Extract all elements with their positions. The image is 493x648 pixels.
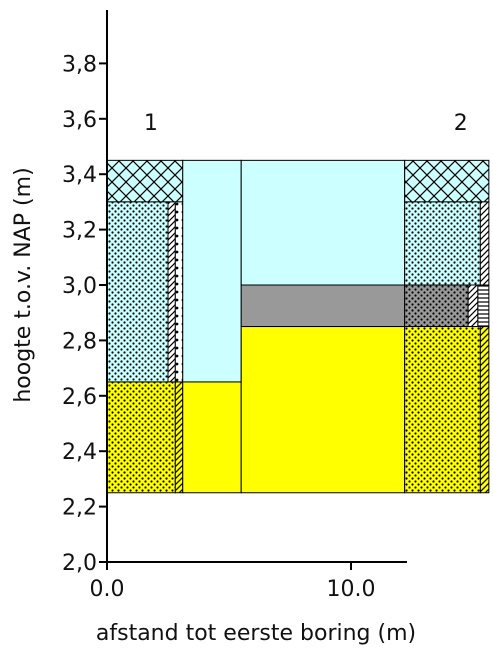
ticks: 2,0 2,2 2,4 2,6 2,8 3,0 3,2 3,4 3,6 3,8 0.0 10.0 [62, 52, 375, 602]
y-tick-label: 3,6 [62, 108, 97, 133]
boring-2-layer-crosshatch [404, 159, 490, 203]
y-axis-title: hoogte t.o.v. NAP (m) [11, 167, 36, 402]
y-tick-label: 3,0 [62, 274, 97, 299]
boring-2-label: 2 [454, 111, 468, 136]
unit-grey-middle [240, 284, 406, 328]
unit-cyan-left-top [182, 159, 242, 383]
geological-units [182, 159, 406, 494]
boring-2-layer-dots [404, 284, 469, 328]
y-tick-label: 2,2 [62, 496, 97, 521]
boring-2-layer-diagonal [479, 201, 490, 286]
y-tick-label: 2,8 [62, 329, 97, 354]
y-tick-label: 3,2 [62, 219, 97, 244]
boring-1-layer-diagonal [167, 201, 176, 383]
unit-yellow-middle [240, 326, 406, 494]
y-tick-label: 3,8 [62, 52, 97, 77]
y-tick-label: 2,4 [62, 440, 97, 465]
unit-yellow-left [182, 381, 242, 494]
y-tick-label: 3,4 [62, 163, 97, 188]
boring-1-layer-crosshatch [106, 159, 184, 203]
boring-2-layer-dots [404, 201, 481, 286]
boring-columns [106, 159, 490, 494]
x-tick-label: 10.0 [327, 577, 376, 602]
x-axis-title: afstand tot eerste boring (m) [96, 621, 416, 646]
unit-cyan-middle-top [240, 159, 406, 286]
boring-1-layer-dots [106, 201, 169, 383]
y-tick-label: 2,6 [62, 385, 97, 410]
boring-1-label: 1 [144, 111, 158, 136]
boring-1-layer-dots [106, 381, 176, 494]
boring-2-layer-horizontal [477, 284, 490, 328]
y-tick-label: 2,0 [62, 551, 97, 576]
boring-1-layer-diagonal [174, 381, 184, 494]
boring-2-layer-dots [404, 326, 481, 494]
boring-2-layer-diagonal [467, 284, 479, 328]
boring-1-layer-sparse-dots [174, 201, 184, 383]
boring-2-layer-diagonal [479, 326, 490, 494]
x-tick-label: 0.0 [90, 577, 125, 602]
